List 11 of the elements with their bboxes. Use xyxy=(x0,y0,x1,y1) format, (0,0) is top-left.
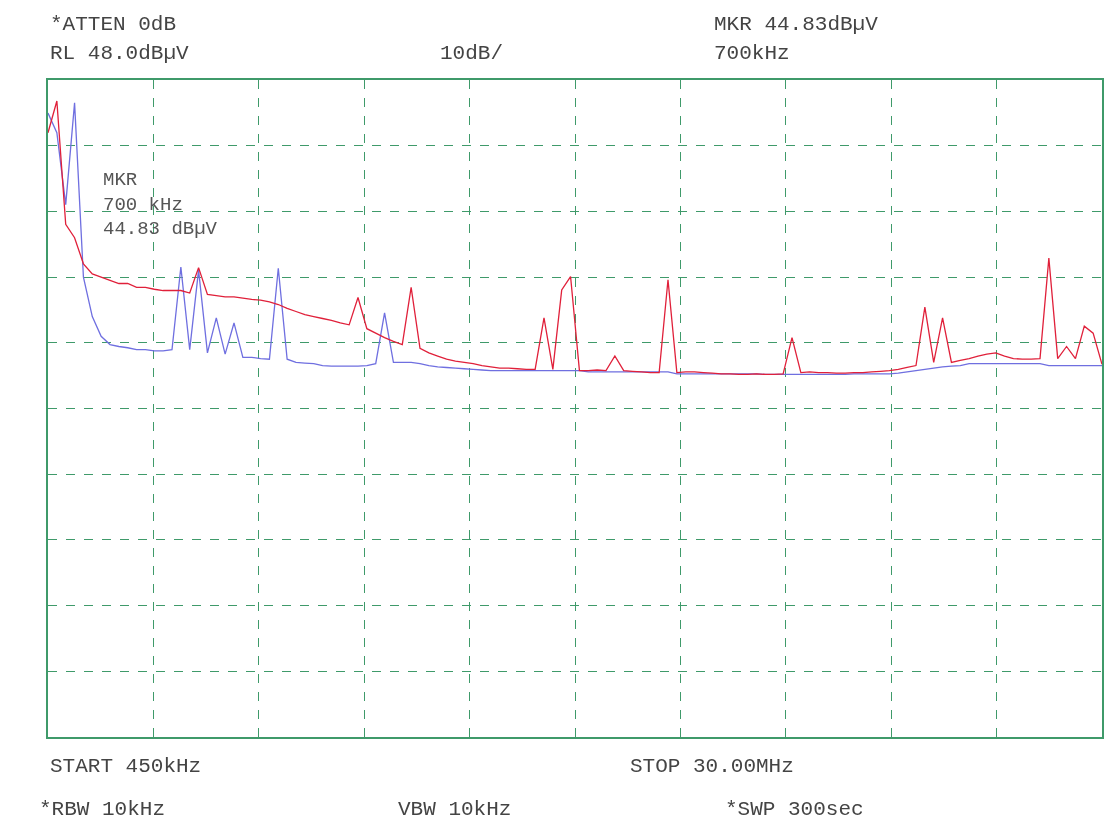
text: *ATTEN 0dB xyxy=(50,13,177,36)
annotation: MKR 700 kHz 44.83 dBµV xyxy=(103,169,218,241)
text: STOP 30.00MHz xyxy=(630,755,794,778)
text: RL 48.0dBµV xyxy=(50,42,190,65)
text: MKR 44.83dBµV xyxy=(714,13,879,36)
text: *SWP 300sec xyxy=(725,798,864,821)
text: 10dB/ xyxy=(440,42,504,65)
text: 700kHz xyxy=(714,42,790,65)
text: VBW 10kHz xyxy=(398,798,512,821)
text: START 450kHz xyxy=(50,755,202,778)
text: *RBW 10kHz xyxy=(39,798,166,821)
